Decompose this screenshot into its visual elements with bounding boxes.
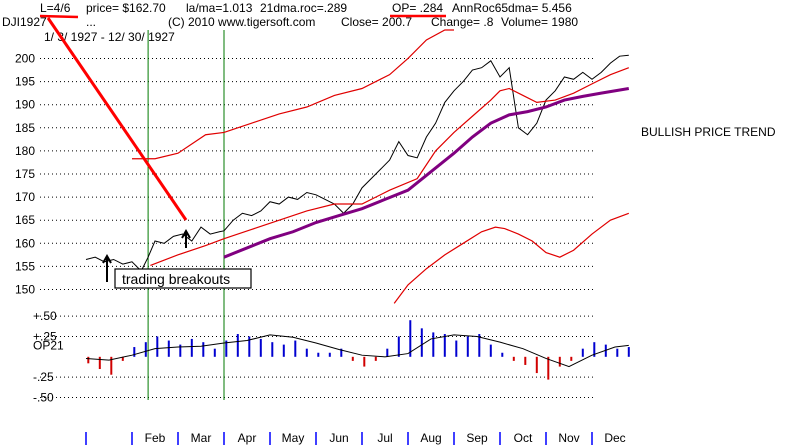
op-bars <box>85 320 630 380</box>
price-tick-label: 180 <box>15 144 35 158</box>
month-label: Feb <box>145 431 166 445</box>
breakout-arrows <box>102 228 191 282</box>
op-tick-label: +.25 <box>33 329 57 343</box>
price-gridlines <box>40 57 594 291</box>
trend-label: BULLISH PRICE TREND <box>641 125 776 139</box>
ma21-line <box>150 67 630 267</box>
header-annroc: AnnRoc65dma= 5.456 <box>452 1 572 15</box>
month-label: Jul <box>377 431 392 445</box>
header-price: price= $162.70 <box>86 1 166 15</box>
price-tick-label: 200 <box>15 51 35 65</box>
op-tick-label: -.50 <box>33 390 54 404</box>
header: L=4/6 price= $162.70 la/ma=1.013 21dma.r… <box>2 1 578 44</box>
op-tick-label: -.25 <box>33 370 54 384</box>
price-series <box>85 29 630 304</box>
op-average-line <box>85 334 629 368</box>
price-tick-label: 165 <box>15 213 35 227</box>
breakout-lines <box>147 30 225 400</box>
op-y-axis: +.50 +.25 -.25 -.50 OP21 <box>33 309 64 404</box>
breakouts-box <box>114 268 252 289</box>
header-change: Change= .8 <box>431 15 494 29</box>
price-y-axis: 150 155 160 165 170 175 180 185 190 195 200 <box>15 51 35 296</box>
header-lama: la/ma=1.013 <box>186 1 253 15</box>
header-copyright: (C) 2010 www.tigersoft.com <box>168 15 315 29</box>
month-label: Mar <box>191 431 212 445</box>
annotation-arrow <box>46 17 188 221</box>
price-tick-label: 175 <box>15 167 35 181</box>
month-label: Dec <box>604 431 625 445</box>
price-tick-label: 195 <box>15 75 35 89</box>
header-symbol: DJI1927 <box>2 15 47 29</box>
month-label: May <box>282 431 305 445</box>
price-tick-label: 185 <box>15 121 35 135</box>
price-tick-label: 160 <box>15 236 35 250</box>
header-daterange: 1/ 3/ 1927 - 12/ 30/ 1927 <box>44 30 175 44</box>
month-label: Apr <box>238 431 257 445</box>
header-roc: 21dma.roc=.289 <box>260 1 347 15</box>
price-tick-label: 170 <box>15 190 35 204</box>
price-tick-label: 150 <box>15 283 35 297</box>
op-gridlines <box>40 315 594 398</box>
header-close: Close= 200.7 <box>341 15 412 29</box>
header-op: OP= .284 <box>392 1 443 15</box>
breakout-arrow-feb <box>102 253 112 282</box>
month-label: Aug <box>420 431 441 445</box>
breakouts-label: trading breakouts <box>122 271 230 287</box>
lval-underline <box>39 14 79 19</box>
month-axis: Feb Mar Apr May Jun Jul Aug Sep Oct Nov Dec <box>85 431 626 445</box>
lower-band-line <box>393 212 630 304</box>
header-volume: Volume= 1980 <box>501 15 578 29</box>
op-tick-label: +.50 <box>33 309 57 323</box>
month-label: Nov <box>558 431 579 445</box>
price-tick-label: 190 <box>15 98 35 112</box>
ma65-line <box>223 87 630 259</box>
header-ellipsis: ... <box>86 15 96 29</box>
upper-band-line <box>132 29 454 160</box>
breakout-arrow-apr <box>181 228 191 248</box>
header-lval: L=4/6 <box>40 1 71 15</box>
month-label: Oct <box>514 431 533 445</box>
op-axis-title: OP21 <box>33 338 64 352</box>
price-tick-label: 155 <box>15 259 35 273</box>
price-line <box>85 54 629 272</box>
month-label: Jun <box>329 431 348 445</box>
month-label: Sep <box>466 431 488 445</box>
